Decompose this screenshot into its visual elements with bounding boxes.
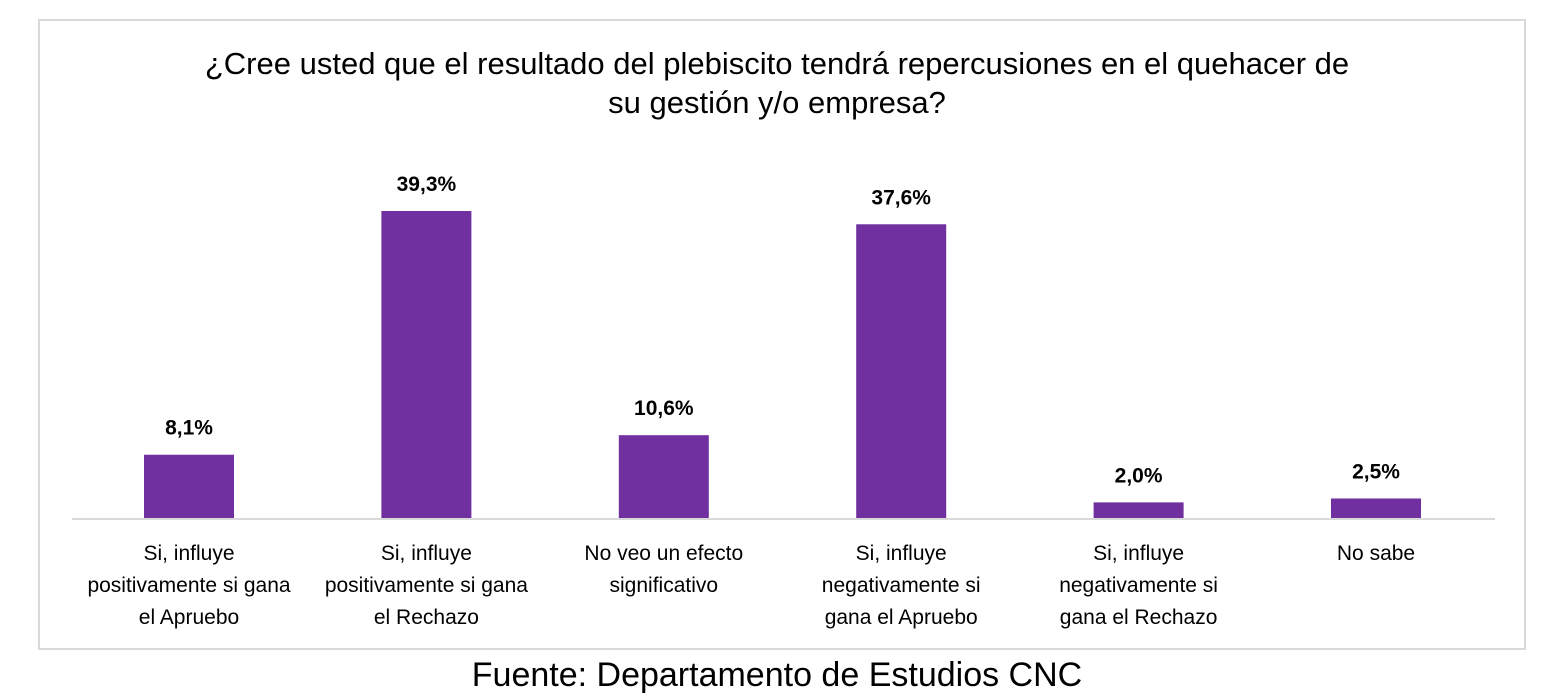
category-label-1: Si, influye positivamente si gana el Apr… <box>87 542 291 629</box>
category-label-6: No sabe <box>1336 542 1416 565</box>
category-label-5: Si, influye negativamente si gana el Rec… <box>1059 542 1218 629</box>
category-label-4: Si, influye negativamente si gana el Apr… <box>821 542 981 629</box>
data-label-2: 39,3% <box>397 173 457 196</box>
data-label-5: 2,0% <box>1115 464 1163 487</box>
bar-4 <box>856 224 947 518</box>
data-label-1: 8,1% <box>165 417 213 440</box>
bar-1 <box>144 454 234 518</box>
category-label-3: No veo un efecto significativo <box>584 542 744 597</box>
chart-title-line-2: su gestión y/o empresa? <box>608 85 946 120</box>
bar-5 <box>1093 502 1184 518</box>
data-label-6: 2,5% <box>1352 460 1400 483</box>
chart-title: ¿Cree usted que el resultado del plebisc… <box>0 44 1554 122</box>
category-label-2: Si, influye positivamente si gana el Rec… <box>324 542 528 629</box>
chart-frame <box>38 19 1526 650</box>
bar-3 <box>618 435 709 518</box>
bar-6 <box>1331 498 1421 518</box>
source-note: Fuente: Departamento de Estudios CNC <box>471 656 1083 694</box>
data-label-4: 37,6% <box>871 186 931 209</box>
bar-2 <box>381 211 472 518</box>
chart-title-line-1: ¿Cree usted que el resultado del plebisc… <box>204 46 1350 81</box>
data-label-3: 10,6% <box>634 397 694 420</box>
